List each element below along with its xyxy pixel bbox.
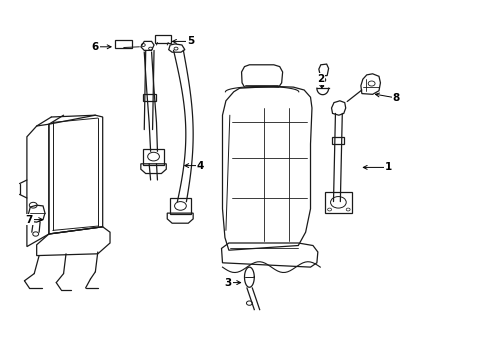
Text: 3: 3 xyxy=(224,278,231,288)
FancyBboxPatch shape xyxy=(331,137,343,144)
FancyBboxPatch shape xyxy=(143,149,163,165)
Text: 5: 5 xyxy=(187,36,194,46)
FancyBboxPatch shape xyxy=(325,192,351,213)
Text: 2: 2 xyxy=(316,74,323,84)
Text: 1: 1 xyxy=(385,162,391,172)
Text: 6: 6 xyxy=(92,42,99,52)
Polygon shape xyxy=(143,94,155,101)
FancyBboxPatch shape xyxy=(154,35,171,43)
FancyBboxPatch shape xyxy=(115,40,132,48)
Text: 7: 7 xyxy=(25,215,33,225)
FancyBboxPatch shape xyxy=(170,198,190,214)
Text: 4: 4 xyxy=(196,161,204,171)
Text: 8: 8 xyxy=(392,93,399,103)
